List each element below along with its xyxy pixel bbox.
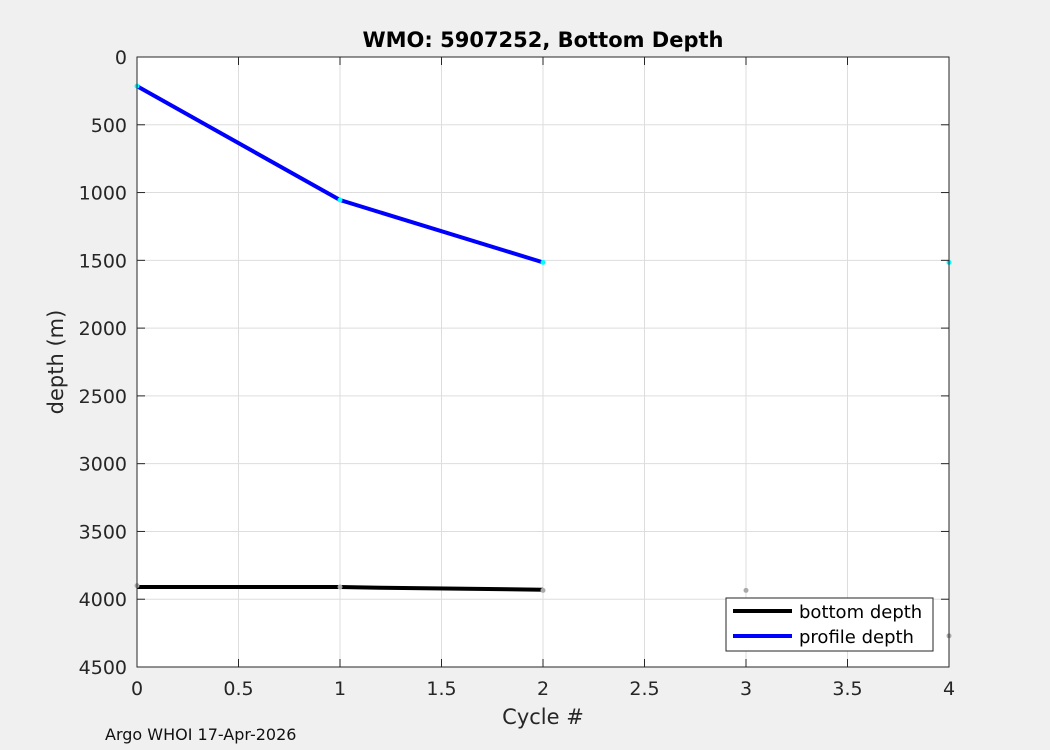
y-tick-label: 3500 (79, 521, 127, 543)
legend-label-bottom-depth: bottom depth (799, 602, 922, 623)
series-line-bottom-depth (137, 585, 544, 592)
x-tick-label: 3.5 (832, 678, 862, 700)
x-tick-label: 2 (537, 678, 549, 700)
y-tick-label: 4500 (79, 657, 127, 679)
x-tick-label: 3 (740, 678, 752, 700)
axis-ticks: 0 0.5 1 1.5 2 2.5 3 3.5 4 0 500 1000 1500 2000 2500 300… (79, 47, 955, 700)
data-point-profile-depth (540, 259, 546, 265)
x-tick-label: 0.5 (223, 678, 253, 700)
data-point-profile-depth (337, 197, 343, 203)
x-tick-label: 0 (131, 678, 143, 700)
footer-credit: Argo WHOI 17-Apr-2026 (105, 725, 297, 744)
chart-title: WMO: 5907252, Bottom Depth (362, 28, 723, 52)
x-tick-label: 1.5 (426, 678, 456, 700)
x-tick-label: 4 (943, 678, 955, 700)
y-tick-label: 3000 (79, 454, 127, 476)
legend-label-profile-depth: profile depth (799, 627, 914, 648)
y-tick-label: 1500 (79, 250, 127, 272)
y-axis-label: depth (m) (44, 310, 68, 415)
legend: bottom depth profile depth (725, 597, 934, 652)
x-tick-label: 1 (334, 678, 346, 700)
legend-box (725, 597, 934, 652)
marker-layer (134, 83, 952, 639)
data-point-bottom-depth (743, 587, 749, 593)
x-axis-label: Cycle # (502, 705, 584, 729)
y-tick-label: 4000 (79, 589, 127, 611)
x-tick-label: 2.5 (629, 678, 659, 700)
y-tick-label: 500 (91, 115, 127, 137)
data-point-bottom-depth (540, 587, 546, 593)
y-tick-label: 1000 (79, 183, 127, 205)
y-tick-label: 2500 (79, 386, 127, 408)
y-tick-label: 2000 (79, 318, 127, 340)
data-point-bottom-depth (337, 584, 343, 590)
y-tick-label: 0 (115, 47, 127, 69)
